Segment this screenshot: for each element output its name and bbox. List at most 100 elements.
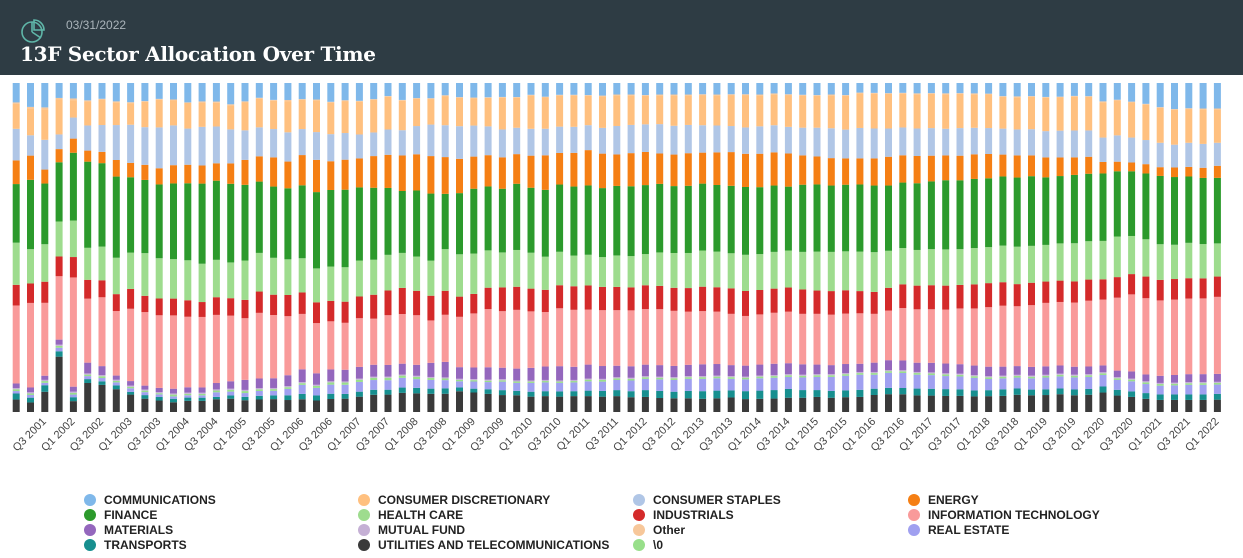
bar-segment[interactable] xyxy=(799,390,807,398)
bar-segment[interactable] xyxy=(1013,284,1021,307)
bar-segment[interactable] xyxy=(441,378,449,381)
bar-segment[interactable] xyxy=(799,155,807,185)
bar-segment[interactable] xyxy=(842,251,850,291)
bar-segment[interactable] xyxy=(1156,375,1164,383)
bar-segment[interactable] xyxy=(1085,96,1093,97)
bar-segment[interactable] xyxy=(313,99,320,101)
bar-segment[interactable] xyxy=(1056,365,1064,374)
bar-segment[interactable] xyxy=(699,377,707,379)
bar-segment[interactable] xyxy=(241,101,249,103)
bar-segment[interactable] xyxy=(813,396,821,412)
bar-segment[interactable] xyxy=(127,83,135,103)
bar-segment[interactable] xyxy=(456,193,463,255)
bar-segment[interactable] xyxy=(541,128,549,156)
bar-segment[interactable] xyxy=(870,92,878,94)
bar-segment[interactable] xyxy=(470,313,478,368)
bar-segment[interactable] xyxy=(1185,394,1193,400)
bar-segment[interactable] xyxy=(112,257,120,295)
bar-segment[interactable] xyxy=(141,127,149,165)
bar-segment[interactable] xyxy=(155,98,163,100)
bar-segment[interactable] xyxy=(27,394,34,398)
bar-segment[interactable] xyxy=(770,398,778,412)
bar-segment[interactable] xyxy=(313,100,320,133)
bar-segment[interactable] xyxy=(527,187,535,253)
bar-segment[interactable] xyxy=(899,182,907,249)
bar-segment[interactable] xyxy=(970,396,978,412)
bar-segment[interactable] xyxy=(1142,173,1150,240)
bar-segment[interactable] xyxy=(427,260,435,296)
bar-segment[interactable] xyxy=(198,392,206,394)
bar-segment[interactable] xyxy=(241,393,249,397)
bar-segment[interactable] xyxy=(484,389,492,394)
bar-segment[interactable] xyxy=(727,390,735,398)
bar-segment[interactable] xyxy=(1085,96,1093,131)
bar-segment[interactable] xyxy=(870,313,878,363)
bar-segment[interactable] xyxy=(1056,176,1064,244)
bar-segment[interactable] xyxy=(55,149,63,163)
bar-segment[interactable] xyxy=(942,128,950,156)
bar-segment[interactable] xyxy=(1099,299,1107,366)
bar-segment[interactable] xyxy=(1213,83,1221,109)
bar-segment[interactable] xyxy=(770,374,778,377)
bar-segment[interactable] xyxy=(1085,279,1093,301)
legend-item[interactable]: INFORMATION TECHNOLOGY xyxy=(908,507,1100,522)
bar-segment[interactable] xyxy=(1142,276,1150,299)
bar-segment[interactable] xyxy=(1128,396,1136,412)
bar-segment[interactable] xyxy=(713,311,721,365)
bar-segment[interactable] xyxy=(1128,371,1136,379)
bar-segment[interactable] xyxy=(1042,281,1050,303)
bar-segment[interactable] xyxy=(270,257,278,295)
bar-segment[interactable] xyxy=(198,165,206,184)
bar-segment[interactable] xyxy=(413,376,421,380)
bar-segment[interactable] xyxy=(827,376,835,391)
bar-segment[interactable] xyxy=(284,375,292,387)
bar-segment[interactable] xyxy=(441,157,449,194)
bar-segment[interactable] xyxy=(1070,366,1078,375)
bar-segment[interactable] xyxy=(98,163,106,247)
bar-segment[interactable] xyxy=(1042,395,1050,412)
bar-segment[interactable] xyxy=(212,259,220,298)
bar-segment[interactable] xyxy=(227,262,235,299)
bar-segment[interactable] xyxy=(1156,244,1164,280)
bar-segment[interactable] xyxy=(1113,377,1121,379)
bar-segment[interactable] xyxy=(584,125,592,151)
bar-segment[interactable] xyxy=(513,83,521,98)
bar-segment[interactable] xyxy=(1128,162,1136,172)
bar-segment[interactable] xyxy=(1113,379,1121,390)
bar-segment[interactable] xyxy=(942,395,950,412)
bar-segment[interactable] xyxy=(799,184,807,252)
bar-segment[interactable] xyxy=(470,98,478,126)
bar-segment[interactable] xyxy=(327,161,335,190)
bar-segment[interactable] xyxy=(527,95,535,129)
bar-segment[interactable] xyxy=(656,124,664,154)
bar-segment[interactable] xyxy=(170,402,177,412)
bar-segment[interactable] xyxy=(127,162,135,178)
bar-segment[interactable] xyxy=(641,390,649,397)
bar-segment[interactable] xyxy=(1128,102,1136,138)
bar-segment[interactable] xyxy=(684,288,692,312)
bar-segment[interactable] xyxy=(584,95,592,126)
bar-segment[interactable] xyxy=(270,315,278,379)
bar-segment[interactable] xyxy=(1199,109,1207,144)
bar-segment[interactable] xyxy=(41,169,49,184)
bar-segment[interactable] xyxy=(170,388,177,394)
bar-segment[interactable] xyxy=(413,256,421,291)
bar-segment[interactable] xyxy=(770,152,778,186)
bar-segment[interactable] xyxy=(584,150,592,186)
bar-segment[interactable] xyxy=(441,193,449,250)
bar-segment[interactable] xyxy=(1142,381,1150,383)
bar-segment[interactable] xyxy=(956,364,964,374)
bar-segment[interactable] xyxy=(827,390,835,398)
bar-segment[interactable] xyxy=(713,376,721,379)
bar-segment[interactable] xyxy=(1142,104,1150,141)
bar-segment[interactable] xyxy=(942,376,950,390)
bar-segment[interactable] xyxy=(756,187,764,255)
bar-segment[interactable] xyxy=(398,375,406,378)
bar-segment[interactable] xyxy=(1199,383,1207,385)
bar-segment[interactable] xyxy=(127,386,135,389)
bar-segment[interactable] xyxy=(656,377,664,380)
bar-segment[interactable] xyxy=(956,155,964,181)
bar-segment[interactable] xyxy=(842,375,850,391)
bar-segment[interactable] xyxy=(255,389,263,391)
bar-segment[interactable] xyxy=(713,251,721,288)
